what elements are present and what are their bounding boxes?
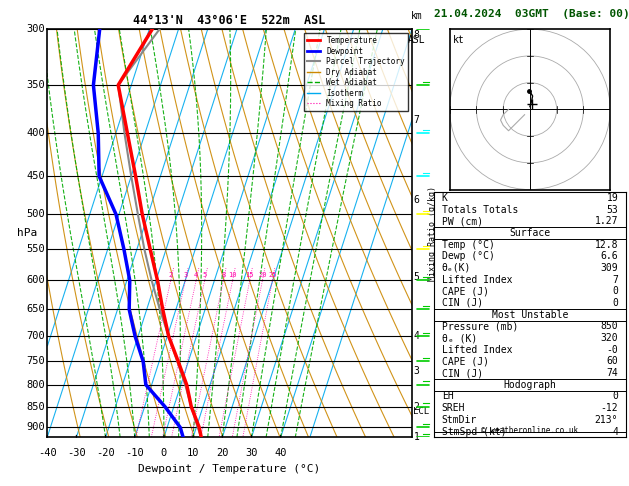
Text: EH: EH: [442, 392, 454, 401]
Text: Hodograph: Hodograph: [503, 380, 557, 390]
Text: 3: 3: [413, 366, 420, 376]
Text: kt: kt: [452, 35, 464, 45]
Text: 0: 0: [161, 448, 167, 458]
Text: Dewpoint / Temperature (°C): Dewpoint / Temperature (°C): [138, 464, 321, 474]
Text: -20: -20: [96, 448, 115, 458]
Text: 74: 74: [606, 368, 618, 378]
Text: Most Unstable: Most Unstable: [492, 310, 568, 320]
Text: Lifted Index: Lifted Index: [442, 275, 512, 285]
Text: ASL: ASL: [408, 35, 425, 45]
Text: 10: 10: [187, 448, 199, 458]
Text: CIN (J): CIN (J): [442, 298, 483, 308]
Text: 309: 309: [601, 263, 618, 273]
Text: 320: 320: [601, 333, 618, 343]
Text: 700: 700: [26, 331, 45, 341]
Text: StmDir: StmDir: [442, 415, 477, 425]
Text: 20: 20: [258, 273, 267, 278]
Text: 550: 550: [26, 244, 45, 254]
Text: -30: -30: [67, 448, 86, 458]
Text: 4: 4: [413, 331, 420, 341]
Text: 6.6: 6.6: [601, 251, 618, 261]
Text: 40: 40: [274, 448, 287, 458]
Text: 650: 650: [26, 305, 45, 314]
Text: 3: 3: [183, 273, 187, 278]
Text: 500: 500: [26, 209, 45, 219]
Text: θₑ(K): θₑ(K): [442, 263, 471, 273]
Text: 7: 7: [413, 115, 420, 124]
Text: 750: 750: [26, 356, 45, 366]
Text: 7: 7: [612, 275, 618, 285]
Text: 2: 2: [169, 273, 173, 278]
Text: Mixing Ratio (g/kg): Mixing Ratio (g/kg): [428, 186, 437, 281]
Text: 1.27: 1.27: [594, 216, 618, 226]
Text: PW (cm): PW (cm): [442, 216, 483, 226]
Text: Lifted Index: Lifted Index: [442, 345, 512, 355]
Text: K: K: [442, 193, 448, 203]
Text: 21.04.2024  03GMT  (Base: 00): 21.04.2024 03GMT (Base: 00): [434, 9, 629, 19]
Text: 350: 350: [26, 80, 45, 90]
Text: 900: 900: [26, 422, 45, 433]
Text: 6: 6: [413, 194, 420, 205]
Text: 10: 10: [228, 273, 237, 278]
Text: Dewp (°C): Dewp (°C): [442, 251, 494, 261]
Text: hPa: hPa: [17, 228, 37, 238]
Text: 8: 8: [413, 30, 420, 40]
Text: CAPE (J): CAPE (J): [442, 356, 489, 366]
Legend: Temperature, Dewpoint, Parcel Trajectory, Dry Adiabat, Wet Adiabat, Isotherm, Mi: Temperature, Dewpoint, Parcel Trajectory…: [304, 33, 408, 111]
Text: © weatheronline.co.uk: © weatheronline.co.uk: [481, 426, 579, 435]
Text: 850: 850: [601, 321, 618, 331]
Text: 30: 30: [245, 448, 258, 458]
Text: -12: -12: [601, 403, 618, 413]
Text: -40: -40: [38, 448, 57, 458]
Text: SREH: SREH: [442, 403, 465, 413]
Text: 5: 5: [203, 273, 207, 278]
Text: 20: 20: [216, 448, 228, 458]
Text: LCL: LCL: [413, 407, 430, 417]
Text: 5: 5: [413, 273, 420, 282]
Text: 1: 1: [413, 433, 420, 442]
Text: 4: 4: [194, 273, 198, 278]
Text: 2: 2: [413, 402, 420, 412]
Text: StmSpd (kt): StmSpd (kt): [442, 427, 506, 436]
Text: 400: 400: [26, 128, 45, 139]
Text: 12.8: 12.8: [594, 240, 618, 250]
Text: 0: 0: [612, 392, 618, 401]
Text: 53: 53: [606, 205, 618, 214]
Text: Totals Totals: Totals Totals: [442, 205, 518, 214]
Text: 213°: 213°: [594, 415, 618, 425]
Text: 8: 8: [221, 273, 226, 278]
Text: 15: 15: [245, 273, 254, 278]
Text: 450: 450: [26, 171, 45, 181]
Text: 0: 0: [612, 298, 618, 308]
Text: 600: 600: [26, 276, 45, 285]
Text: 25: 25: [268, 273, 277, 278]
Title: 44°13'N  43°06'E  522m  ASL: 44°13'N 43°06'E 522m ASL: [133, 14, 326, 27]
Text: θₑ (K): θₑ (K): [442, 333, 477, 343]
Text: -10: -10: [125, 448, 144, 458]
Text: 850: 850: [26, 402, 45, 412]
Text: Temp (°C): Temp (°C): [442, 240, 494, 250]
Text: CIN (J): CIN (J): [442, 368, 483, 378]
Text: 60: 60: [606, 356, 618, 366]
Text: CAPE (J): CAPE (J): [442, 286, 489, 296]
Text: km: km: [411, 11, 422, 21]
Text: Surface: Surface: [509, 228, 550, 238]
Text: -0: -0: [606, 345, 618, 355]
Text: 300: 300: [26, 24, 45, 34]
Text: 4: 4: [612, 427, 618, 436]
Text: 19: 19: [606, 193, 618, 203]
Text: Pressure (mb): Pressure (mb): [442, 321, 518, 331]
Text: 800: 800: [26, 380, 45, 390]
Text: 0: 0: [612, 286, 618, 296]
